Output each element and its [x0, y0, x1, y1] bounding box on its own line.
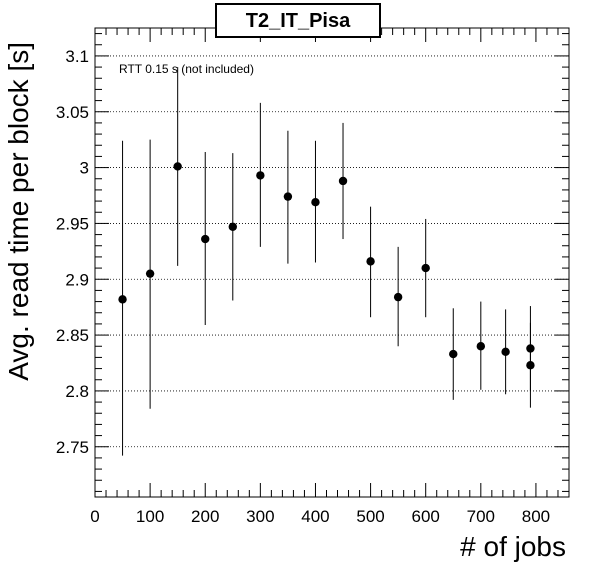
data-point: [449, 349, 458, 359]
data-point: [256, 171, 265, 180]
data-point: [476, 342, 486, 351]
y-tick-label: 3.05: [56, 103, 89, 122]
rtt-annotation: RTT 0.15 s (not included): [119, 62, 254, 76]
data-point: [501, 347, 510, 357]
data-point: [228, 222, 237, 231]
x-axis-title: # of jobs: [460, 531, 566, 562]
y-tick-label: 2.8: [65, 382, 89, 401]
y-tick-label: 3.1: [65, 47, 89, 66]
tick-labels: 2.75 2.8 2.85 2.9 2.95 3 3.05 3.1 0 100 200 300 400 5…: [56, 47, 550, 526]
y-tick-label: 3: [80, 159, 89, 178]
x-tick-label: 800: [522, 507, 550, 526]
data-point: [311, 198, 320, 207]
data-point: [366, 257, 375, 266]
title-box: [215, 3, 381, 38]
data-point: [338, 176, 348, 186]
chart-title: T2_IT_Pisa: [246, 10, 351, 32]
x-tick-label: 500: [356, 507, 384, 526]
data-point: [283, 192, 293, 201]
data-series: [118, 67, 535, 456]
x-tick-label: 200: [191, 507, 219, 526]
data-point: [421, 263, 430, 273]
x-tick-label: 0: [90, 507, 99, 526]
gridlines: [95, 55, 569, 448]
x-tick-label: 400: [301, 507, 329, 526]
data-point: [173, 162, 182, 171]
data-point: [201, 234, 210, 244]
y-tick-label: 2.75: [56, 438, 89, 457]
y-tick-label: 2.85: [56, 326, 89, 345]
x-tick-label: 700: [467, 507, 495, 526]
data-point: [118, 295, 127, 304]
data-point: [526, 361, 535, 370]
x-tick-label: 100: [136, 507, 164, 526]
y-tick-label: 2.95: [56, 214, 89, 233]
data-point: [145, 269, 155, 278]
y-tick-label: 2.9: [65, 270, 89, 289]
x-tick-label: 600: [412, 507, 440, 526]
x-tick-label: 300: [246, 507, 274, 526]
y-axis-title: Avg. read time per block [s]: [3, 42, 34, 381]
data-point: [393, 292, 403, 302]
